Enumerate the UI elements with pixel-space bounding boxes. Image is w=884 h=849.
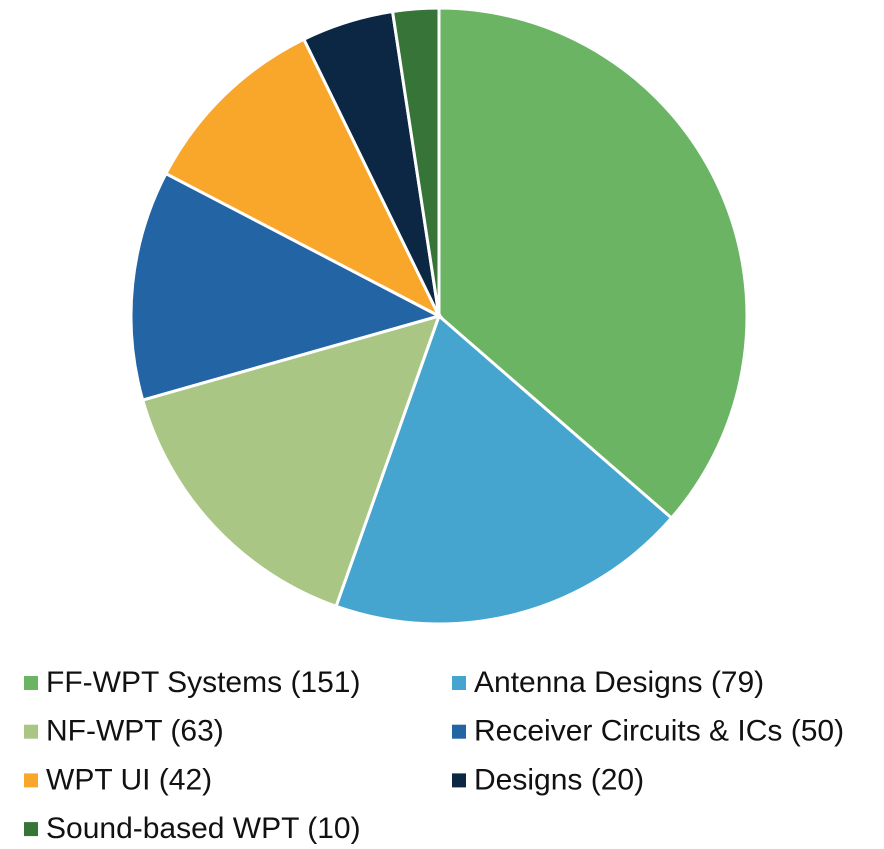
legend-label: Receiver Circuits & ICs (50) [474,715,844,748]
legend-swatch [452,676,466,690]
legend-label: NF-WPT (63) [46,715,224,748]
pie-slice [163,37,443,320]
pie-slice [129,171,444,402]
legend-swatch [452,773,466,788]
pie-slice [140,313,442,609]
legend-swatch [452,724,466,739]
legend-swatch [24,724,38,739]
legend-label: FF-WPT Systems (151) [46,666,360,699]
pie-slice [437,6,749,521]
legend-swatch [24,676,38,690]
legend-swatch [24,822,38,837]
legend-label: Sound-based WPT (10) [46,812,361,845]
legend-label: WPT UI (42) [46,763,212,796]
pie-slice [390,6,441,317]
pie-slice [334,313,674,626]
legend-label: Designs (20) [474,763,644,796]
legend-label: Antenna Designs (79) [474,666,764,699]
legend-swatch [24,773,38,788]
